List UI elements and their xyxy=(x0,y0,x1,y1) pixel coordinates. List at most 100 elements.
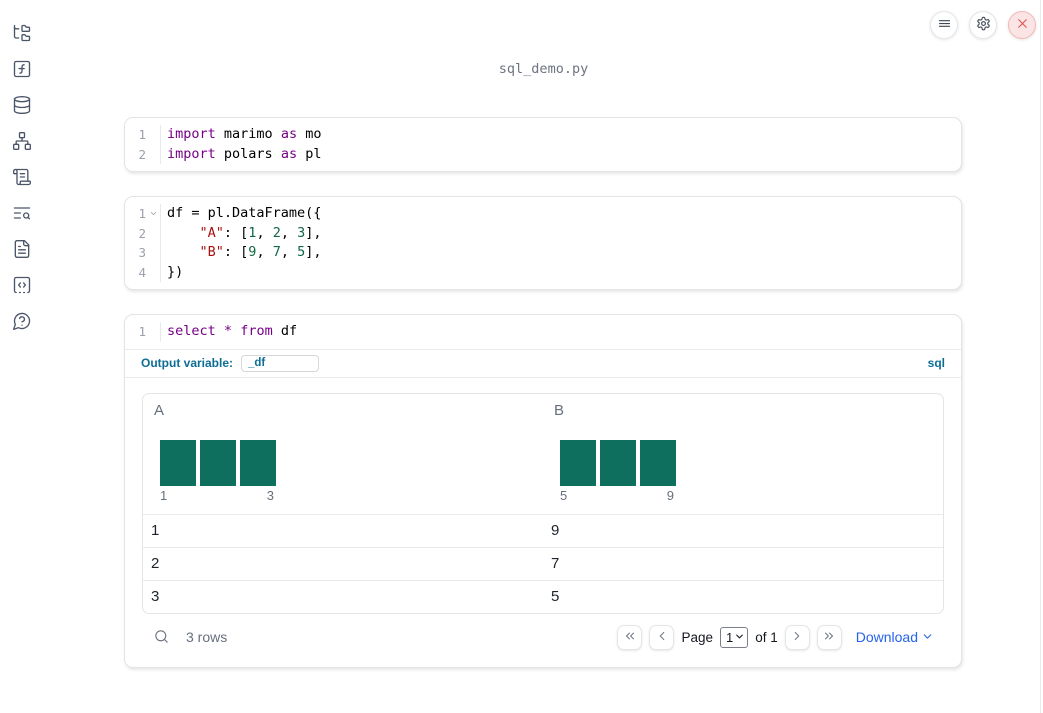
download-button[interactable]: Download xyxy=(856,628,934,646)
code-line: import polars as pl xyxy=(167,145,322,162)
last-page-button[interactable] xyxy=(816,624,842,650)
close-button[interactable] xyxy=(1008,11,1036,39)
fold-chevron-down-icon[interactable] xyxy=(146,204,160,224)
code-area[interactable]: select * from df xyxy=(161,322,961,342)
fold-slot xyxy=(146,145,160,165)
code-line: }) xyxy=(167,263,184,280)
python-cell: 1 2 3 4 df = pl.DataFrame({ "A": [1, 2, 3], … xyxy=(124,196,962,290)
table-footer: 3 rows Page 1 of 1 Download xyxy=(142,614,944,661)
menu-button[interactable] xyxy=(930,11,958,39)
output-variable-label: Output variable: xyxy=(141,356,234,370)
sidebar-item-help-chat[interactable] xyxy=(12,311,32,331)
text-search-icon xyxy=(12,203,32,223)
line-number: 2 xyxy=(138,225,146,241)
code-editor[interactable]: 1 2 3 4 df = pl.DataFrame({ "A": [1, 2, 3], … xyxy=(125,197,961,289)
chevron-left-icon xyxy=(655,629,669,646)
dependency-graph-icon xyxy=(12,131,32,151)
output-variable-input[interactable] xyxy=(241,354,320,372)
sidebar-item-logs-scroll[interactable] xyxy=(12,167,32,187)
histogram-bar xyxy=(240,439,276,486)
histogram-bar xyxy=(200,439,236,486)
fold-slot xyxy=(146,224,160,244)
python-cell: 1 2 import marimo as mo import polars as pl xyxy=(124,117,962,172)
histogram-bar xyxy=(640,439,676,486)
code-area[interactable]: df = pl.DataFrame({ "A": [1, 2, 3], "B":… xyxy=(161,204,961,282)
settings-button[interactable] xyxy=(969,11,997,39)
column-header: B xyxy=(554,401,565,419)
snippets-code-icon xyxy=(12,275,32,295)
sidebar-item-datasources[interactable] xyxy=(12,95,32,115)
line-number-gutter: 1 xyxy=(125,322,161,342)
gutter-line: 2 xyxy=(125,224,160,244)
prev-page-button[interactable] xyxy=(649,624,675,650)
histogram-max-label: 9 xyxy=(666,487,674,503)
code-line: import marimo as mo xyxy=(167,126,322,142)
gutter-line: 3 xyxy=(125,243,160,263)
sidebar-item-file-explorer[interactable] xyxy=(12,23,32,43)
table-cell: 3 xyxy=(151,588,160,605)
pagination-controls: Page 1 of 1 xyxy=(617,624,842,650)
table-cell: 2 xyxy=(151,555,160,572)
line-number: 3 xyxy=(138,245,146,261)
column-histogram xyxy=(560,439,943,486)
sidebar-item-text-search[interactable] xyxy=(12,203,32,223)
histogram-max-label: 3 xyxy=(266,487,274,503)
magnifier-icon xyxy=(153,630,170,648)
sidebar-item-document[interactable] xyxy=(12,239,32,259)
notebook: 1 2 import marimo as mo import polars as pl… xyxy=(124,117,962,692)
sql-cell-footer: Output variable: sql xyxy=(125,348,961,377)
code-editor[interactable]: 1 2 import marimo as mo import polars as pl xyxy=(125,118,961,171)
document-icon xyxy=(12,239,32,259)
row-count-label: 3 rows xyxy=(186,629,228,645)
download-label: Download xyxy=(855,629,918,645)
code-line: "B": [9, 7, 5], xyxy=(199,244,322,260)
histogram-min-label: 5 xyxy=(560,487,568,503)
gear-icon xyxy=(976,16,991,34)
column-histogram xyxy=(160,439,543,486)
datasources-icon xyxy=(12,95,32,115)
code-area[interactable]: import marimo as mo import polars as pl xyxy=(161,125,961,164)
sidebar xyxy=(0,0,44,713)
page-select[interactable]: 1 xyxy=(719,626,749,648)
sidebar-item-function-square[interactable] xyxy=(12,59,32,79)
chevron-down-icon xyxy=(734,630,745,645)
sidebar-item-snippets-code[interactable] xyxy=(12,275,32,295)
code-editor[interactable]: 1 select * from df xyxy=(125,315,961,349)
help-chat-icon xyxy=(12,311,32,331)
line-number: 1 xyxy=(138,127,146,143)
gutter-line: 4 xyxy=(125,263,160,283)
chevron-down-icon xyxy=(921,628,934,646)
file-explorer-icon xyxy=(12,23,32,43)
line-number: 2 xyxy=(138,146,146,162)
chevrons-right-icon xyxy=(822,629,836,646)
fold-slot xyxy=(146,263,160,283)
page-label: Page xyxy=(681,629,713,645)
line-number-gutter: 1 2 3 4 xyxy=(125,204,161,282)
chevron-right-icon xyxy=(790,629,804,646)
histogram-bar xyxy=(600,439,636,486)
page-total-label: of 1 xyxy=(755,629,778,645)
table-cell: 9 xyxy=(551,522,560,539)
histogram-min-label: 1 xyxy=(160,487,168,503)
fold-slot xyxy=(146,322,160,342)
chevrons-left-icon xyxy=(623,629,637,646)
code-line: select * from df xyxy=(167,323,298,339)
next-page-button[interactable] xyxy=(784,624,810,650)
page-select-value: 1 xyxy=(725,629,734,645)
first-page-button[interactable] xyxy=(617,624,643,650)
logs-scroll-icon xyxy=(12,167,32,187)
notebook-filename[interactable]: sql_demo.py xyxy=(498,61,589,77)
search-button[interactable] xyxy=(152,628,170,646)
table-cell: 7 xyxy=(551,555,560,572)
sidebar-item-dependency-graph[interactable] xyxy=(12,131,32,151)
menu-icon xyxy=(937,16,952,34)
function-square-icon xyxy=(12,59,32,79)
gutter-line: 1 xyxy=(125,322,160,342)
window-edge-line xyxy=(1040,0,1041,713)
